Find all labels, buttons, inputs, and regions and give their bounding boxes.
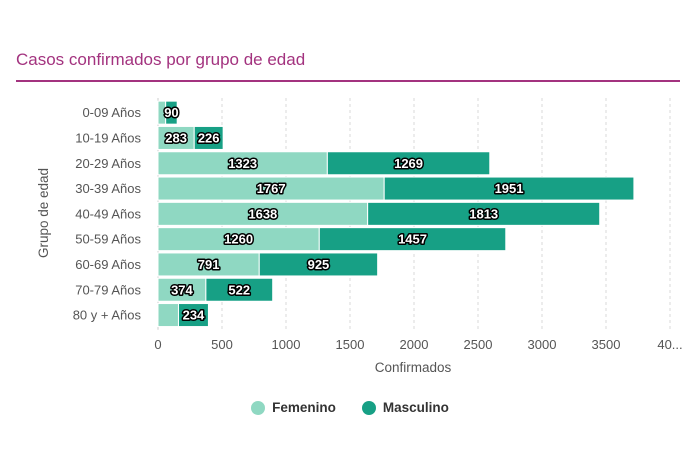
data-label-femenino: 374 <box>171 282 193 297</box>
x-tick-label: 500 <box>211 337 233 352</box>
data-label-masculino: 925 <box>308 257 330 272</box>
data-label-masculino: 234 <box>183 308 205 323</box>
x-tick-label: 3500 <box>592 337 621 352</box>
data-label-femenino: 1323 <box>228 156 257 171</box>
bar-masculino[interactable] <box>258 252 379 277</box>
bar-masculino[interactable] <box>326 151 491 176</box>
data-label-masculino: 90 <box>164 105 178 120</box>
legend: Femenino Masculino <box>0 400 700 415</box>
y-tick-label: 50-59 Años <box>75 232 141 247</box>
bar-masculino[interactable] <box>318 227 507 252</box>
data-label-masculino: 1813 <box>469 206 498 221</box>
label-layer: 90 283 226 1323 1269 1767 1951 1638 1813 1260 1457… <box>163 104 525 324</box>
y-tick-label: 40-49 Años <box>75 206 141 221</box>
y-tick-label: 60-69 Años <box>75 257 141 272</box>
bar-masculino[interactable] <box>165 100 178 125</box>
y-tick-label: 30-39 Años <box>75 181 141 196</box>
legend-swatch-masculino <box>361 400 376 415</box>
y-tick-label: 0-09 Años <box>82 105 141 120</box>
data-label-masculino: 1269 <box>394 156 423 171</box>
bar-masculino[interactable] <box>383 176 635 201</box>
bar-chart: 90 283 226 1323 1269 1767 1951 1638 1813 1260 1457… <box>36 98 683 375</box>
data-label-femenino: 1638 <box>248 206 277 221</box>
data-label-masculino: 522 <box>228 282 250 297</box>
y-axis-ticks: 0-09 Años 10-19 Años 20-29 Años 30-39 Años 4… <box>73 105 142 322</box>
x-tick-label: 1000 <box>272 337 301 352</box>
bar-layer <box>157 100 635 328</box>
x-tick-label: 40... <box>657 337 682 352</box>
bar-masculino[interactable] <box>193 125 224 150</box>
y-tick-label: 80 y + Años <box>73 308 142 323</box>
x-tick-label: 0 <box>154 337 161 352</box>
data-label-masculino: 1951 <box>495 181 524 196</box>
x-axis-ticks: 0 500 1000 1500 2000 2500 3000 3500 40... <box>154 337 682 352</box>
bar-masculino[interactable] <box>177 303 209 328</box>
title-divider <box>16 80 680 82</box>
x-tick-label: 3000 <box>528 337 557 352</box>
data-label-femenino: 1767 <box>257 181 286 196</box>
legend-item-femenino[interactable]: Femenino <box>251 400 336 415</box>
legend-label-femenino: Femenino <box>272 400 336 415</box>
data-label-masculino: 1457 <box>398 232 427 247</box>
bar-masculino[interactable] <box>367 201 601 226</box>
x-tick-label: 2000 <box>400 337 429 352</box>
bar-masculino[interactable] <box>205 277 274 302</box>
data-label-femenino: 791 <box>198 257 220 272</box>
legend-item-masculino[interactable]: Masculino <box>361 400 449 415</box>
data-label-femenino: 283 <box>165 130 187 145</box>
y-tick-label: 10-19 Años <box>75 130 141 145</box>
legend-label-masculino: Masculino <box>382 400 449 415</box>
data-label-femenino: 1260 <box>224 232 253 247</box>
x-tick-label: 1500 <box>336 337 365 352</box>
x-axis-title: Confirmados <box>375 360 452 375</box>
y-tick-label: 70-79 Años <box>75 282 141 297</box>
data-label-masculino: 226 <box>198 130 220 145</box>
bar-femenino[interactable] <box>157 303 179 328</box>
x-tick-label: 2500 <box>464 337 493 352</box>
chart-title: Casos confirmados por grupo de edad <box>16 50 306 69</box>
y-axis-title: Grupo de edad <box>36 168 51 258</box>
legend-swatch-femenino <box>251 400 266 415</box>
y-tick-label: 20-29 Años <box>75 156 141 171</box>
